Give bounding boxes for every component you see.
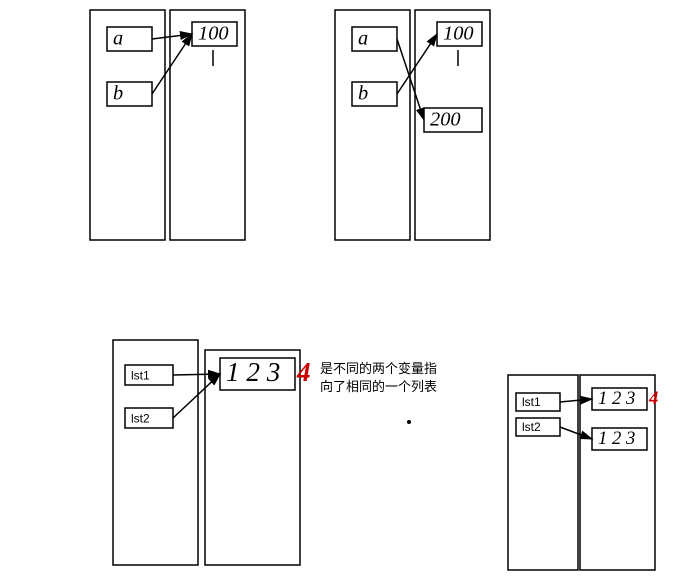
svg-text:b: b	[358, 82, 368, 104]
svg-text:a: a	[358, 27, 368, 49]
svg-text:4: 4	[648, 388, 658, 409]
svg-text:100: 100	[443, 22, 474, 44]
svg-text:a: a	[113, 27, 123, 49]
svg-text:lst2: lst2	[131, 411, 150, 425]
caption-line2: 向了相同的一个列表	[320, 379, 437, 394]
caption-line1: 是不同的两个变量指	[320, 361, 437, 376]
svg-text:200: 200	[430, 108, 461, 130]
svg-text:1 2 3: 1 2 3	[598, 388, 635, 409]
svg-text:4: 4	[296, 357, 311, 387]
svg-text:1 2 3: 1 2 3	[226, 357, 280, 387]
svg-text:lst1: lst1	[131, 368, 150, 382]
svg-text:100: 100	[198, 22, 229, 44]
svg-text:lst1: lst1	[522, 395, 541, 409]
svg-text:b: b	[113, 82, 123, 104]
diagram-canvas: a b 100 a b 100 200 lst1 lst2 1 2 3 4 lst1 lst2 1 2 3…	[0, 0, 693, 581]
caption-text: 是不同的两个变量指 向了相同的一个列表	[320, 360, 437, 396]
svg-text:lst2: lst2	[522, 420, 541, 434]
svg-text:1 2 3: 1 2 3	[598, 428, 635, 449]
